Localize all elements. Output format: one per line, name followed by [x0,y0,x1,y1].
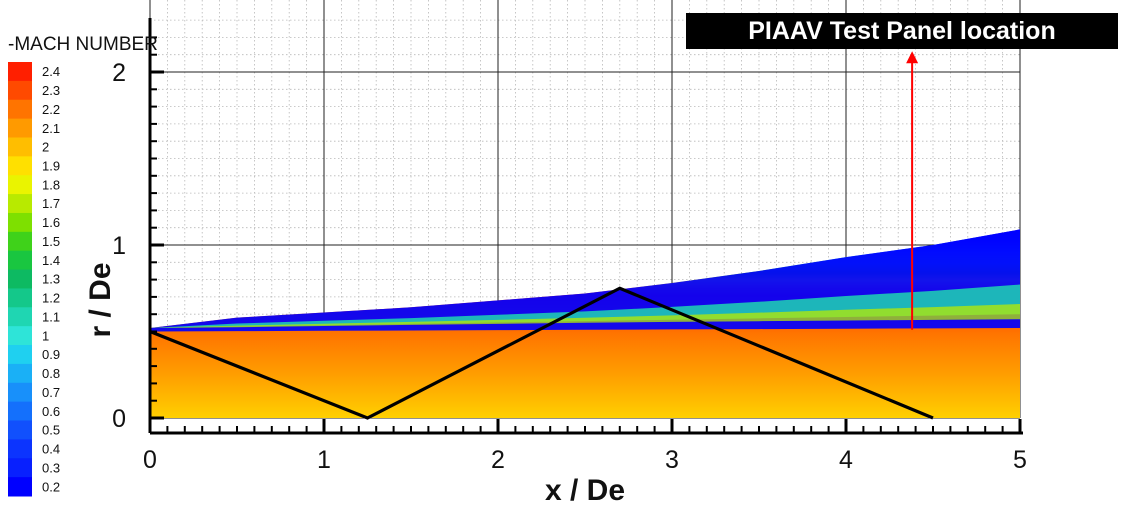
mach-contour-transition-band [150,304,1020,329]
colorbar-label: 0.7 [42,385,60,400]
colorbar-swatch [8,231,32,252]
colorbar-label: 2.4 [42,64,60,79]
y-tick-label: 2 [112,59,126,87]
x-tick-label: 0 [143,446,157,474]
colorbar-swatch [8,382,32,403]
colorbar-label: 1.3 [42,272,60,287]
colorbar-swatch [8,439,32,459]
colorbar-swatch [8,345,32,365]
colorbar-label: 2 [42,140,49,155]
colorbar-label: 1.2 [42,291,60,306]
colorbar-label: 0.3 [42,460,60,475]
y-axis-label: r / De [84,262,117,337]
colorbar-label: 0.5 [42,423,60,438]
colorbar-swatch [8,477,32,497]
colorbar-swatch [8,250,32,271]
shock-line [149,286,934,420]
colorbar-swatch [8,401,32,422]
colorbar-title: -MACH NUMBER [8,34,158,55]
colorbar-label: 2.2 [42,102,60,117]
x-tick-label: 1 [317,446,331,474]
colorbar-label: 0.2 [42,479,60,494]
colorbar-swatch [8,307,32,327]
test-panel-callout: PIAAV Test Panel location [686,13,1118,49]
colorbar-label: 0.6 [42,404,60,419]
colorbar-label: 0.4 [42,442,60,457]
colorbar-label: 1.6 [42,215,60,230]
colorbar-swatch [8,363,32,384]
x-tick-label: 5 [1013,446,1027,474]
x-axis-label: x / De [545,474,625,506]
x-tick-label: 2 [491,446,505,474]
y-tick-label: 0 [112,405,126,433]
colorbar-swatch [8,118,32,138]
colorbar-swatch [8,175,32,195]
colorbar: 2.4 2.3 2.2 2.1 2 1.9 1.8 1.7 1.6 1.5 1.4 1.3 1.2 1.1… [8,62,60,497]
colorbar-swatch [8,269,32,289]
colorbar-swatch [8,212,32,233]
annotation-arrow-head [906,51,919,64]
colorbar-label: 1.5 [42,234,60,249]
x-tick-label: 3 [665,446,679,474]
colorbar-label: 1 [42,328,49,343]
colorbar-label: 0.9 [42,347,60,362]
colorbar-label: 2.3 [42,83,60,98]
colorbar-label: 1.8 [42,177,60,192]
colorbar-swatch [8,62,32,82]
colorbar-swatch [8,137,32,157]
colorbar-swatch [8,156,32,176]
colorbar-swatch [8,420,32,440]
y-tick-label: 1 [112,232,126,260]
x-tick-label: 4 [839,446,853,474]
colorbar-label: 1.9 [42,159,60,174]
colorbar-swatch [8,458,32,478]
colorbar-swatch [8,194,32,214]
colorbar-label: 1.4 [42,253,60,268]
colorbar-swatch [8,99,32,120]
colorbar-swatch [8,326,32,346]
colorbar-swatch [8,288,32,308]
colorbar-label: 1.7 [42,196,60,211]
colorbar-label: 0.8 [42,366,60,381]
colorbar-label: 2.1 [42,121,60,136]
colorbar-swatch [8,80,32,101]
colorbar-label: 1.1 [42,309,60,324]
